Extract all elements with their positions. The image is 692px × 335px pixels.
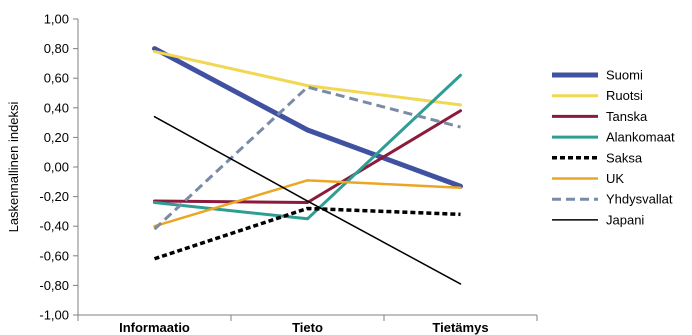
legend-label-suomi: Suomi: [606, 68, 643, 83]
legend-label-yhdysvallat: Yhdysvallat: [606, 192, 673, 207]
legend-label-tanska: Tanska: [606, 109, 648, 124]
x-category-label-informaatio: Informaatio: [119, 320, 190, 335]
y-axis-label-group: Laskennallinen indeksi: [6, 101, 21, 232]
legend-label-saksa: Saksa: [606, 150, 643, 165]
legend-label-alankomaat: Alankomaat: [606, 130, 675, 145]
x-category-label-tietämys: Tietämys: [432, 320, 488, 335]
series-lines: [152, 46, 463, 285]
y-tick-label: 0,40: [44, 100, 69, 115]
y-tick-label: -1,00: [39, 308, 69, 323]
series-line-yhdysvallat: [153, 85, 461, 231]
y-axis-label: Laskennallinen indeksi: [6, 101, 21, 232]
axes: [77, 19, 538, 321]
series-line-suomi: [152, 46, 463, 189]
series-line-tanska: [153, 109, 462, 205]
x-axis-categories: Informaatio Tieto Tietämys: [119, 320, 488, 335]
y-tick-label: 0,20: [44, 130, 69, 145]
y-tick-label: 1,00: [44, 12, 69, 27]
series-line-ruotsi: [153, 50, 462, 107]
series-line-saksa: [153, 206, 461, 261]
legend-label-japani: Japani: [606, 212, 644, 227]
series-line-japani: [153, 115, 462, 285]
y-tick-label: 0,00: [44, 160, 69, 175]
y-axis-ticks: 1,00 0,80 0,60 0,40 0,20 0,00 -0,20 -0,40 -0,60 -…: [39, 12, 78, 323]
series-line-uk: [153, 179, 462, 228]
y-tick-label: 0,80: [44, 41, 69, 56]
y-tick-label: 0,60: [44, 71, 69, 86]
x-category-label-tieto: Tieto: [292, 320, 323, 335]
y-tick-label: -0,40: [39, 219, 69, 234]
legend: Suomi Ruotsi Tanska Alankomaat Saksa UK Yhdysv…: [552, 68, 675, 227]
y-tick-label: -0,80: [39, 278, 69, 293]
y-tick-label: -0,60: [39, 248, 69, 263]
legend-label-uk: UK: [606, 171, 624, 186]
series-line-alankomaat: [153, 73, 462, 221]
y-tick-label: -0,20: [39, 189, 69, 204]
legend-label-ruotsi: Ruotsi: [606, 88, 643, 103]
